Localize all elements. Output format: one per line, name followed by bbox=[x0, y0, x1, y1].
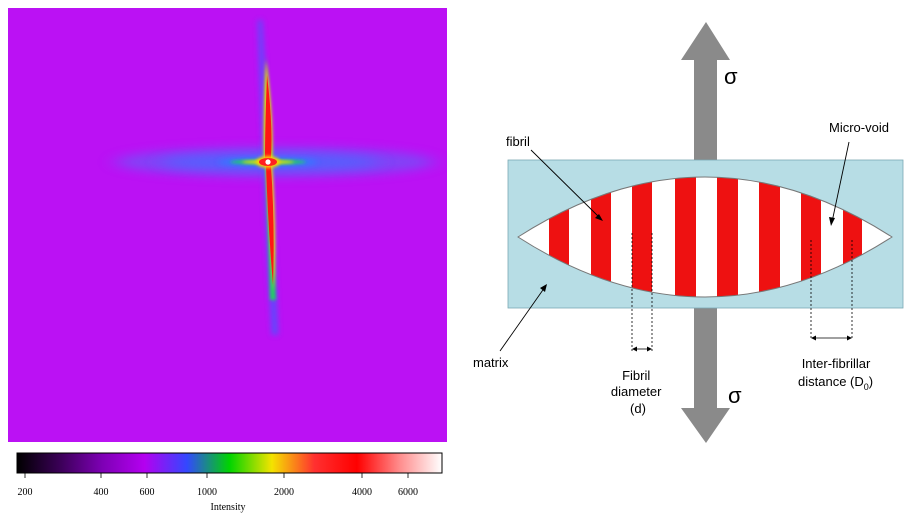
colorbar-tick-label: 400 bbox=[94, 487, 109, 498]
colorbar-tick-label: 6000 bbox=[398, 487, 418, 498]
colorbar-tick-label: 1000 bbox=[197, 487, 217, 498]
colorbar-title: Intensity bbox=[211, 502, 246, 513]
fibril bbox=[759, 177, 780, 297]
matrix-label: matrix bbox=[473, 355, 509, 370]
fibril bbox=[717, 177, 738, 297]
fibril-diameter-label: Fibril diameter (d) bbox=[611, 368, 665, 416]
micro-void-leader-arrowhead bbox=[829, 217, 835, 226]
inter-fibrillar-dimension bbox=[810, 240, 853, 341]
colorbar-tick-label: 2000 bbox=[274, 487, 294, 498]
fibril bbox=[632, 177, 652, 297]
stress-arrow-down bbox=[681, 306, 730, 443]
fibril-diameter-dimension bbox=[631, 233, 653, 352]
saxs-pattern-panel: 200 400 600 1000 2000 4000 6000 Intensit… bbox=[8, 8, 447, 513]
fibril-leader-arrowhead bbox=[595, 214, 603, 221]
stress-arrow-up bbox=[681, 22, 730, 168]
craze-lens bbox=[517, 176, 893, 298]
matrix-leader-arrowhead bbox=[540, 284, 547, 292]
fibril bbox=[591, 177, 611, 297]
inter-fibrillar-label-line2: distance (D0) bbox=[798, 374, 873, 392]
colorbar-tick-label: 4000 bbox=[352, 487, 372, 498]
stress-symbol-bottom: σ bbox=[728, 383, 742, 408]
fibril bbox=[801, 177, 821, 297]
colorbar-tick-label: 600 bbox=[140, 487, 155, 498]
matrix-leader-line bbox=[499, 286, 546, 352]
colorbar-tick-labels: 200 400 600 1000 2000 4000 6000 bbox=[18, 487, 419, 498]
fibril-leader-line bbox=[530, 149, 601, 219]
scattering-background bbox=[8, 8, 447, 442]
craze-schematic-panel: σ σ fibril Micro-void matrix Fibril diam… bbox=[473, 22, 904, 443]
inter-fibrillar-label: Inter-fibrillar bbox=[802, 356, 871, 371]
meridional-streak bbox=[258, 20, 278, 335]
colorbar-ticks bbox=[24, 473, 409, 478]
micro-void-label: Micro-void bbox=[829, 120, 889, 135]
intensity-colorbar bbox=[16, 452, 443, 474]
colorbar-tick-label: 200 bbox=[18, 487, 33, 498]
fibril-label: fibril bbox=[506, 134, 530, 149]
micro-void-leader-line bbox=[831, 141, 850, 223]
fibril bbox=[675, 177, 696, 297]
stress-symbol-top: σ bbox=[724, 64, 738, 89]
beam-center bbox=[256, 156, 280, 168]
